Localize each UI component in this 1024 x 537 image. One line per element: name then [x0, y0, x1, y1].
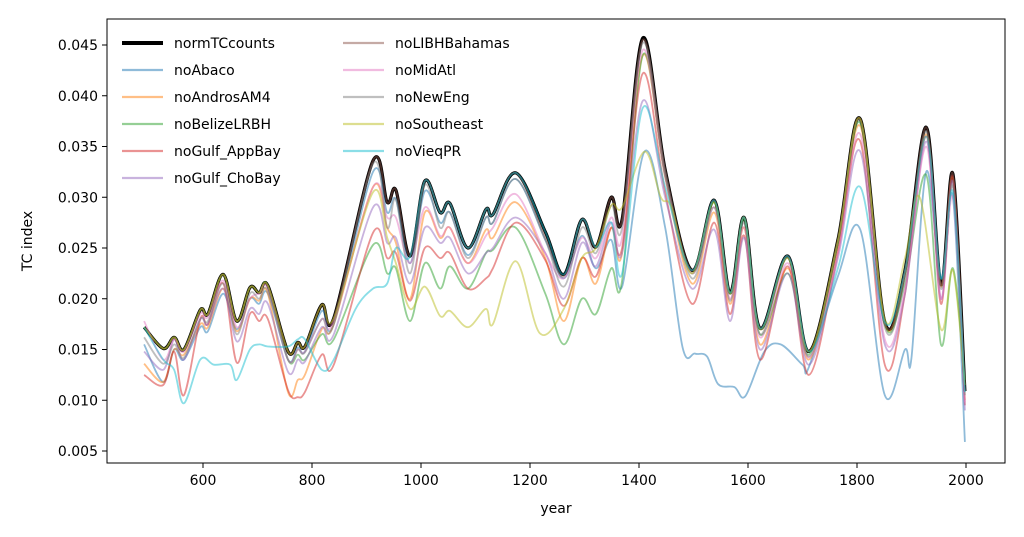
- y-tick-label: 0.025: [58, 241, 98, 257]
- series-line-noGulf_ChoBay: [143, 99, 966, 411]
- legend-label: noAbaco: [174, 63, 235, 79]
- legend-label: noMidAtl: [395, 63, 456, 79]
- y-tick-label: 0.040: [58, 89, 98, 105]
- x-tick-label: 2000: [948, 473, 984, 489]
- legend-label: noGulf_AppBay: [174, 144, 281, 160]
- series-line-noSoutheast: [143, 117, 966, 386]
- legend: normTCcounts noAbaco noAndrosAM4 noBelizeLR…: [122, 36, 510, 187]
- plot-lines: [142, 36, 967, 442]
- x-tick-label: 1200: [512, 473, 548, 489]
- y-tick-label: 0.035: [58, 140, 98, 156]
- y-tick-label: 0.010: [58, 393, 98, 409]
- x-axis-label: year: [540, 501, 571, 517]
- x-axis: 600 800 1000 1200 1400 1600 1800 2000: [190, 463, 984, 489]
- x-tick-label: 800: [299, 473, 326, 489]
- legend-label: noAndrosAM4: [174, 90, 271, 106]
- legend-label: noSoutheast: [395, 117, 484, 133]
- legend-label: noGulf_ChoBay: [174, 171, 281, 187]
- y-tick-label: 0.015: [58, 343, 98, 359]
- y-tick-label: 0.045: [58, 38, 98, 54]
- x-tick-label: 1400: [621, 473, 657, 489]
- x-tick-label: 1600: [730, 473, 766, 489]
- legend-label: noVieqPR: [395, 144, 462, 160]
- y-axis-label: TC index: [20, 211, 36, 272]
- legend-label: noLIBHBahamas: [395, 36, 510, 52]
- y-tick-label: 0.005: [58, 444, 98, 460]
- legend-label: noNewEng: [395, 90, 470, 106]
- axes-frame: [106, 18, 1006, 464]
- y-tick-label: 0.020: [58, 292, 98, 308]
- x-tick-label: 600: [190, 473, 217, 489]
- legend-label: normTCcounts: [174, 36, 275, 52]
- series-line-noVieqPR: [143, 105, 966, 405]
- x-tick-label: 1000: [403, 473, 439, 489]
- y-tick-label: 0.030: [58, 190, 98, 206]
- x-tick-label: 1800: [839, 473, 875, 489]
- y-axis: 0.005 0.010 0.015 0.020 0.025 0.030 0.035 0.040…: [58, 38, 107, 460]
- series-line-noGulf_AppBay: [143, 72, 966, 406]
- legend-label: noBelizeLRBH: [174, 117, 271, 133]
